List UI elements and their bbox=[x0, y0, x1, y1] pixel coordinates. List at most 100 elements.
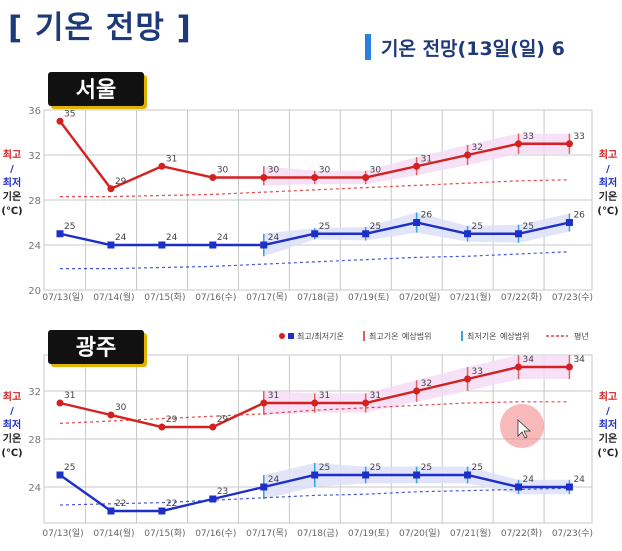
min-temp-label: 24 bbox=[217, 233, 229, 243]
y-tick-label: 36 bbox=[28, 106, 41, 117]
city-name: 서울 bbox=[76, 78, 116, 103]
x-tick-label: 07/15(화) bbox=[144, 528, 185, 539]
max-temp-point bbox=[413, 162, 421, 170]
side-label-left: / bbox=[10, 406, 14, 417]
max-temp-point bbox=[107, 411, 115, 419]
side-label-right: / bbox=[606, 164, 610, 175]
min-temp-point bbox=[56, 230, 64, 238]
side-label-right: (℃) bbox=[597, 448, 618, 459]
side-label-left: 최고 bbox=[3, 148, 21, 161]
side-label-right: 최고 bbox=[599, 390, 617, 403]
legend-max-dot bbox=[279, 333, 285, 339]
max-temp-label: 30 bbox=[217, 166, 229, 176]
min-temp-point bbox=[209, 495, 217, 503]
max-temp-label: 31 bbox=[319, 391, 330, 401]
x-tick-label: 07/21(월) bbox=[450, 291, 491, 303]
max-temp-point bbox=[56, 117, 64, 125]
max-temp-label: 30 bbox=[319, 166, 331, 176]
min-temp-label: 23 bbox=[217, 487, 228, 497]
y-tick-label: 20 bbox=[28, 286, 41, 297]
max-temp-point bbox=[260, 174, 268, 181]
side-label-left: 최저 bbox=[3, 176, 21, 189]
side-label-left: (℃) bbox=[1, 206, 22, 217]
mouse-cursor-icon bbox=[517, 419, 532, 439]
min-temp-point bbox=[565, 219, 573, 226]
max-temp-label: 34 bbox=[522, 355, 534, 365]
y-tick-label: 24 bbox=[28, 241, 41, 252]
min-temp-point bbox=[158, 507, 166, 515]
x-tick-label: 07/23(수) bbox=[552, 292, 593, 303]
min-temp-point bbox=[209, 241, 217, 249]
legend-label: 최저기온 bbox=[467, 331, 496, 341]
x-tick-label: 07/19(토) bbox=[348, 293, 389, 303]
x-tick-label: 07/20(일) bbox=[399, 528, 440, 539]
min-temp-label: 22 bbox=[166, 499, 177, 509]
max-temp-label: 34 bbox=[573, 355, 585, 365]
min-temp-point bbox=[413, 219, 421, 226]
normal-line bbox=[60, 251, 570, 270]
x-tick-label: 07/17(목) bbox=[246, 528, 287, 539]
min-temp-point bbox=[514, 483, 522, 491]
max-temp-label: 29 bbox=[115, 177, 127, 187]
min-temp-point bbox=[260, 241, 268, 249]
min-temp-label: 25 bbox=[472, 463, 483, 473]
normal-line bbox=[59, 401, 570, 424]
max-temp-label: 33 bbox=[472, 367, 483, 377]
page-title: [ 기온 전망 ] bbox=[8, 10, 192, 46]
max-temp-point bbox=[209, 174, 217, 181]
legend-label: 예상범위 bbox=[402, 331, 431, 341]
side-label-right: (℃) bbox=[597, 206, 618, 217]
x-tick-label: 07/16(수) bbox=[195, 292, 236, 303]
legend-min-square bbox=[288, 333, 294, 339]
max-temp-label: 31 bbox=[268, 391, 279, 401]
chart-seoul: 20 24 28 32 36 07/13(일) 07/14(월) 07/15(화) 07/16(… bbox=[1, 72, 619, 303]
max-temp-label: 32 bbox=[472, 143, 483, 153]
x-tick-label: 07/14(월) bbox=[93, 291, 134, 303]
x-tick-label: 07/18(금) bbox=[297, 528, 338, 539]
side-label-right: 기온 bbox=[599, 432, 617, 445]
city-name: 광주 bbox=[76, 336, 116, 361]
min-temp-point bbox=[158, 241, 166, 249]
max-temp-point bbox=[209, 423, 217, 431]
max-temp-point bbox=[565, 363, 573, 371]
max-temp-label: 32 bbox=[421, 379, 432, 389]
x-tick-label: 07/13(일) bbox=[42, 292, 83, 303]
side-label-right: 기온 bbox=[599, 190, 617, 203]
max-temp-label: 31 bbox=[370, 391, 381, 401]
side-label-left: 최저 bbox=[3, 418, 21, 431]
max-temp-point bbox=[413, 387, 421, 395]
min-temp-label: 25 bbox=[370, 463, 381, 473]
max-temp-point bbox=[514, 140, 522, 148]
min-temp-label: 24 bbox=[115, 233, 127, 243]
x-tick-label: 07/17(목) bbox=[246, 292, 287, 303]
max-temp-label: 31 bbox=[421, 154, 432, 164]
side-label-left: 최고 bbox=[3, 390, 21, 403]
x-tick-label: 07/20(일) bbox=[399, 292, 440, 303]
max-temp-point bbox=[514, 363, 522, 371]
side-label-left: 기온 bbox=[3, 432, 21, 445]
max-temp-label: 33 bbox=[522, 132, 533, 142]
max-temp-point bbox=[107, 185, 115, 193]
max-temp-label: 35 bbox=[64, 109, 75, 119]
max-temp-point bbox=[362, 399, 370, 407]
max-temp-point bbox=[311, 399, 319, 407]
max-temp-point bbox=[158, 423, 166, 431]
max-temp-point bbox=[260, 399, 268, 407]
min-temp-point bbox=[311, 230, 319, 238]
y-tick-label: 32 bbox=[28, 387, 41, 398]
city-badge bbox=[48, 330, 144, 364]
x-tick-label: 07/19(토) bbox=[348, 529, 389, 539]
legend-label: 최고/최저기온 bbox=[297, 331, 344, 341]
max-temp-point bbox=[56, 399, 64, 407]
side-label-right: / bbox=[606, 406, 610, 417]
min-temp-label: 26 bbox=[421, 211, 433, 221]
side-label-left: 기온 bbox=[3, 190, 21, 203]
min-temp-point bbox=[464, 230, 472, 238]
min-temp-label: 24 bbox=[268, 475, 280, 485]
min-temp-point bbox=[413, 471, 421, 479]
subtitle-block: 기온 전망(13일(일) 6 bbox=[365, 34, 565, 60]
x-tick-label: 07/18(금) bbox=[297, 292, 338, 303]
subtitle-accent-bar bbox=[365, 34, 371, 60]
min-temp-point bbox=[362, 230, 370, 238]
